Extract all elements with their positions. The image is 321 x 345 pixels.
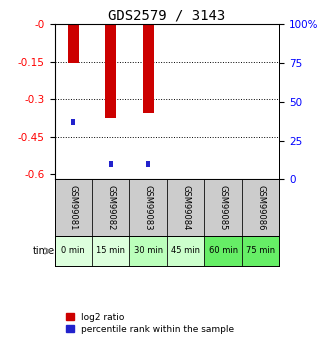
Bar — [204, 236, 242, 266]
Text: 0 min: 0 min — [61, 246, 85, 256]
Text: GSM99083: GSM99083 — [144, 185, 153, 230]
Bar — [204, 179, 242, 236]
Text: 45 min: 45 min — [171, 246, 200, 256]
Text: GSM99082: GSM99082 — [106, 185, 115, 230]
Bar — [92, 236, 129, 266]
Text: GSM99086: GSM99086 — [256, 185, 265, 230]
Bar — [71, 119, 75, 125]
Text: 75 min: 75 min — [246, 246, 275, 256]
Text: GSM99085: GSM99085 — [219, 185, 228, 230]
Text: time: time — [32, 246, 55, 256]
Text: 30 min: 30 min — [134, 246, 163, 256]
Bar — [167, 236, 204, 266]
Bar — [109, 161, 113, 167]
Bar — [92, 179, 129, 236]
Bar — [129, 236, 167, 266]
Title: GDS2579 / 3143: GDS2579 / 3143 — [108, 9, 226, 23]
Legend: log2 ratio, percentile rank within the sample: log2 ratio, percentile rank within the s… — [65, 313, 234, 334]
Bar — [242, 236, 279, 266]
Bar — [242, 179, 279, 236]
Bar — [55, 179, 92, 236]
Bar — [129, 179, 167, 236]
Text: GSM99081: GSM99081 — [69, 185, 78, 230]
Text: 60 min: 60 min — [209, 246, 238, 256]
Bar — [146, 161, 150, 167]
Bar — [68, 24, 79, 63]
Bar — [105, 24, 116, 118]
Bar — [55, 236, 92, 266]
Bar — [167, 179, 204, 236]
Text: GSM99084: GSM99084 — [181, 185, 190, 230]
Bar — [143, 24, 154, 113]
Text: 15 min: 15 min — [96, 246, 125, 256]
